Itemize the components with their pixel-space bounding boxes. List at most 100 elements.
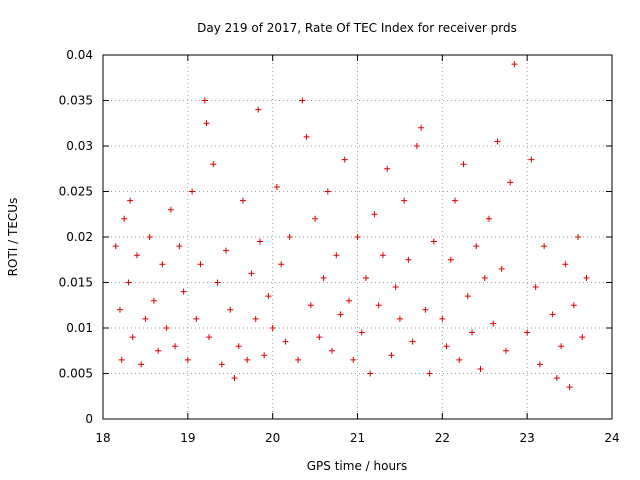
data-point [566, 384, 573, 391]
data-point [490, 320, 497, 327]
axis-ticks: 18 19 20 21 22 23 24 0 0.005 0.01 0.015 0.02 0.025 0.… [59, 48, 620, 445]
data-point [443, 343, 450, 350]
data-point [388, 352, 395, 359]
data-point [456, 356, 463, 363]
data-point [362, 274, 369, 281]
y-tick-label: 0.01 [66, 321, 93, 335]
data-point [409, 338, 416, 345]
chart-title: Day 219 of 2017, Rate Of TEC Index for r… [197, 21, 517, 35]
data-point [210, 161, 217, 168]
grid-lines [103, 55, 612, 419]
data-point [354, 234, 361, 240]
y-tick-label: 0.015 [59, 276, 93, 290]
data-point [167, 206, 174, 213]
data-point [231, 375, 238, 382]
data-point [464, 293, 471, 300]
data-point [473, 243, 480, 250]
data-point [316, 334, 323, 341]
data-point [575, 234, 582, 240]
data-point [485, 215, 492, 222]
data-point [244, 356, 251, 363]
data-point [278, 261, 285, 268]
data-point [303, 133, 310, 140]
data-point [184, 356, 191, 363]
data-point [341, 156, 348, 163]
data-point [367, 370, 374, 377]
data-point [498, 265, 505, 272]
data-point [430, 238, 437, 245]
x-tick-label: 22 [435, 431, 450, 445]
data-point [261, 352, 268, 359]
data-point [511, 61, 518, 68]
y-tick-label: 0.025 [59, 185, 93, 199]
data-point [346, 297, 353, 304]
data-point [273, 183, 280, 190]
data-point [384, 165, 391, 172]
data-point [172, 343, 179, 350]
data-point [320, 274, 327, 281]
data-point [256, 238, 263, 245]
data-point [396, 315, 403, 322]
x-tick-label: 20 [265, 431, 280, 445]
data-point [583, 274, 590, 281]
data-point [562, 261, 569, 268]
data-point [558, 343, 565, 350]
data-point [163, 325, 170, 331]
data-point [528, 156, 535, 163]
data-point [579, 334, 586, 341]
data-point [133, 252, 140, 259]
data-point [269, 325, 276, 331]
data-point [142, 315, 149, 322]
data-point [116, 306, 123, 313]
y-tick-label: 0.005 [59, 367, 93, 381]
data-point [536, 361, 543, 368]
data-point [206, 334, 213, 341]
data-point [549, 311, 556, 318]
data-point [405, 256, 412, 263]
data-point [375, 302, 382, 309]
data-point [532, 284, 539, 291]
data-point [392, 284, 399, 291]
data-point [248, 270, 255, 277]
x-axis-label: GPS time / hours [307, 459, 408, 473]
data-point [541, 243, 548, 250]
data-point [426, 370, 433, 377]
data-point [333, 252, 340, 259]
data-point [146, 234, 153, 240]
x-tick-label: 23 [520, 431, 535, 445]
y-axis-label: ROTI / TECUs [6, 198, 20, 277]
data-point [118, 356, 125, 363]
y-tick-label: 0.04 [66, 48, 93, 62]
data-point [150, 297, 157, 304]
data-point [477, 365, 484, 372]
data-point [282, 338, 289, 345]
data-point [159, 261, 166, 268]
data-point [460, 161, 467, 168]
data-point [121, 215, 128, 222]
data-point [469, 329, 476, 336]
x-tick-label: 24 [604, 431, 619, 445]
data-point [524, 329, 531, 336]
data-point [299, 97, 306, 104]
data-point [358, 329, 365, 336]
data-point [371, 211, 378, 218]
data-point [307, 302, 314, 309]
y-tick-label: 0.035 [59, 94, 93, 108]
data-point [197, 261, 204, 268]
data-point [337, 311, 344, 318]
data-point [329, 347, 336, 354]
data-point [379, 252, 386, 259]
data-point [418, 124, 425, 131]
data-point [129, 334, 136, 341]
data-point [324, 188, 331, 195]
x-tick-label: 21 [350, 431, 365, 445]
data-point [507, 179, 514, 186]
x-tick-label: 18 [95, 431, 110, 445]
data-point [223, 247, 230, 254]
data-point [447, 256, 454, 263]
y-tick-label: 0.02 [66, 230, 93, 244]
data-point [214, 279, 221, 286]
data-point [176, 243, 183, 250]
data-point [138, 361, 145, 368]
